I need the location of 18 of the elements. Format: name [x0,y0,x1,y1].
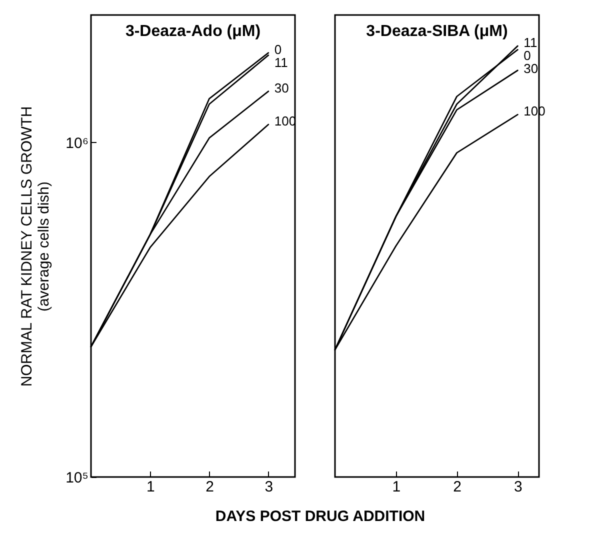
text: 3-Deaza-SIBA (μM) [366,23,508,40]
x-tick-label: 2 [206,478,214,496]
series-label: 11 [524,34,538,50]
x-tick-label: 1 [146,478,155,496]
y-tick-label: 10⁶ [66,134,88,152]
x-tick-label: 2 [453,478,462,496]
series-label: 30 [274,80,289,96]
series-label: 0 [524,48,531,63]
text: 3-Deaza-Ado (μM) [125,23,261,40]
y-tick-label: 10⁵ [66,470,88,486]
series-label: 0 [274,42,282,57]
x-tick-label: 1 [392,478,401,496]
x-axis-title: DAYS POST DRUG ADDITION [215,508,426,525]
x-tick-label: 3 [264,478,274,496]
series-label: 30 [524,60,538,76]
x-tick-label: 3 [514,478,522,496]
y-axis-title: NORMAL RAT KIDNEY CELLS GROWTH (average cells dish) [18,106,53,387]
series-label: 11 [274,54,288,70]
